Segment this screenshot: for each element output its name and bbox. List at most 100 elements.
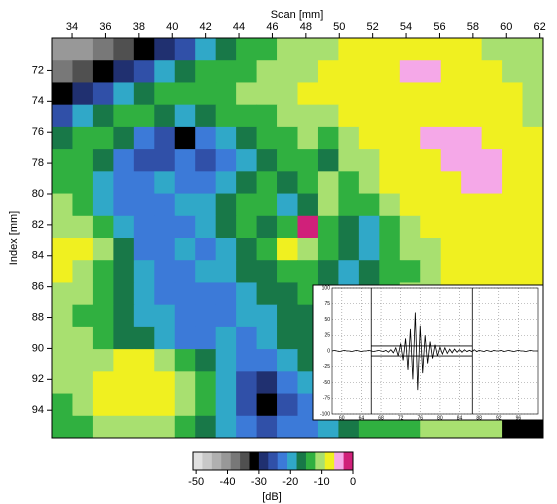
heatmap-cell (481, 38, 503, 61)
x-tick-label: 50 (333, 21, 345, 33)
y-tick-label: -50 (323, 380, 330, 386)
y-tick-label: -100 (320, 411, 330, 417)
heatmap-cell (195, 82, 217, 106)
x-tick-label: 56 (433, 21, 445, 33)
heatmap-cell (113, 371, 135, 395)
heatmap-cell (72, 393, 94, 417)
heatmap-cell (174, 282, 196, 306)
heatmap-cell (92, 60, 114, 83)
heatmap-cell (236, 282, 258, 306)
heatmap-cell (72, 171, 94, 195)
colorbar-swatch (334, 452, 344, 470)
heatmap-cell (420, 193, 442, 217)
heatmap-cell (277, 326, 298, 350)
heatmap-cell (440, 126, 462, 150)
heatmap-cell (113, 82, 135, 106)
heatmap-cell (154, 393, 176, 417)
heatmap-cell (481, 82, 503, 106)
heatmap-cell (236, 126, 258, 150)
heatmap-cell (72, 104, 94, 128)
x-tick-label: 60 (339, 415, 345, 421)
heatmap-cell (133, 193, 155, 217)
y-tick-label: 80 (32, 188, 44, 200)
heatmap-cell (256, 104, 278, 128)
heatmap-cell (358, 415, 380, 439)
heatmap-cell (154, 282, 176, 306)
heatmap-cell (522, 104, 544, 128)
heatmap-cell (277, 415, 298, 439)
heatmap-cell (420, 415, 442, 439)
heatmap-cell (133, 349, 155, 372)
heatmap-cell (338, 104, 360, 128)
heatmap-cell (379, 171, 401, 195)
heatmap-cell (522, 193, 544, 217)
heatmap-cell (72, 326, 94, 350)
x-tick-label: 64 (359, 415, 365, 421)
heatmap-cell (92, 393, 114, 417)
heatmap-cell (92, 304, 114, 328)
heatmap-cell (420, 171, 442, 195)
heatmap-cell (92, 126, 114, 150)
colorbar-swatch (324, 452, 335, 470)
heatmap-cell (277, 260, 298, 283)
heatmap-cell (195, 393, 217, 417)
heatmap-cell (174, 60, 196, 83)
heatmap-cell (52, 149, 73, 172)
heatmap-cell (522, 149, 544, 172)
heatmap-cell (256, 171, 278, 195)
heatmap-cell (215, 171, 237, 195)
heatmap-cell (502, 215, 524, 239)
heatmap-cell (195, 60, 217, 83)
colorbar-label: [dB] (262, 491, 282, 503)
heatmap-cell (92, 215, 114, 239)
colorbar-swatch (230, 452, 241, 470)
heatmap-cell (133, 326, 155, 350)
heatmap-cell (174, 415, 196, 439)
heatmap-cell (215, 415, 237, 439)
colorbar-swatch (277, 452, 288, 470)
heatmap-cell (522, 415, 544, 439)
heatmap-cell (72, 149, 94, 172)
heatmap-cell (92, 171, 114, 195)
y-axis-label: Index [mm] (8, 211, 20, 265)
heatmap-cell (154, 171, 176, 195)
heatmap-cell (502, 415, 524, 439)
heatmap-cell (113, 171, 135, 195)
plot-frame (51, 37, 544, 439)
heatmap-cell (113, 60, 135, 83)
heatmap-cell (379, 104, 401, 128)
heatmap-cell (154, 82, 176, 106)
heatmap-cell (72, 349, 94, 372)
x-tick-label: 36 (99, 21, 111, 33)
heatmap-cell (215, 304, 237, 328)
heatmap-cell (502, 104, 524, 128)
colorbar-tick-label: -50 (188, 476, 204, 488)
heatmap-cell (358, 171, 380, 195)
heatmap-cell (277, 82, 298, 106)
heatmap-cell (92, 193, 114, 217)
y-tick-label: 25 (324, 333, 330, 339)
heatmap-cell (297, 415, 319, 439)
heatmap-cell (256, 238, 278, 261)
colorbar-frame (192, 451, 354, 471)
heatmap-cell (297, 238, 319, 261)
heatmap-cell (154, 126, 176, 150)
heatmap-cell (72, 38, 94, 61)
x-tick-label: 34 (66, 21, 78, 33)
heatmap-cell (440, 215, 462, 239)
heatmap-cell (256, 326, 278, 350)
heatmap-cell (277, 126, 298, 150)
heatmap-cell (195, 193, 217, 217)
heatmap-cell (195, 126, 217, 150)
heatmap-cell (52, 193, 73, 217)
heatmap-cell (297, 260, 319, 283)
heatmap-cell (481, 415, 503, 439)
heatmap-cell (195, 371, 217, 395)
heatmap-cell (92, 38, 114, 61)
heatmap-cell (481, 171, 503, 195)
y-tick-label: 90 (32, 342, 44, 354)
heatmap-cell (174, 371, 196, 395)
heatmap-cell (502, 149, 524, 172)
heatmap-cell (154, 304, 176, 328)
